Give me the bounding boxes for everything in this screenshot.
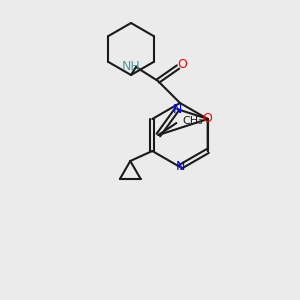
Text: O: O xyxy=(203,112,213,125)
Text: N: N xyxy=(175,160,185,173)
Text: NH: NH xyxy=(122,59,140,73)
Text: O: O xyxy=(177,58,187,71)
Text: CH₃: CH₃ xyxy=(182,116,203,126)
Text: N: N xyxy=(172,103,182,116)
